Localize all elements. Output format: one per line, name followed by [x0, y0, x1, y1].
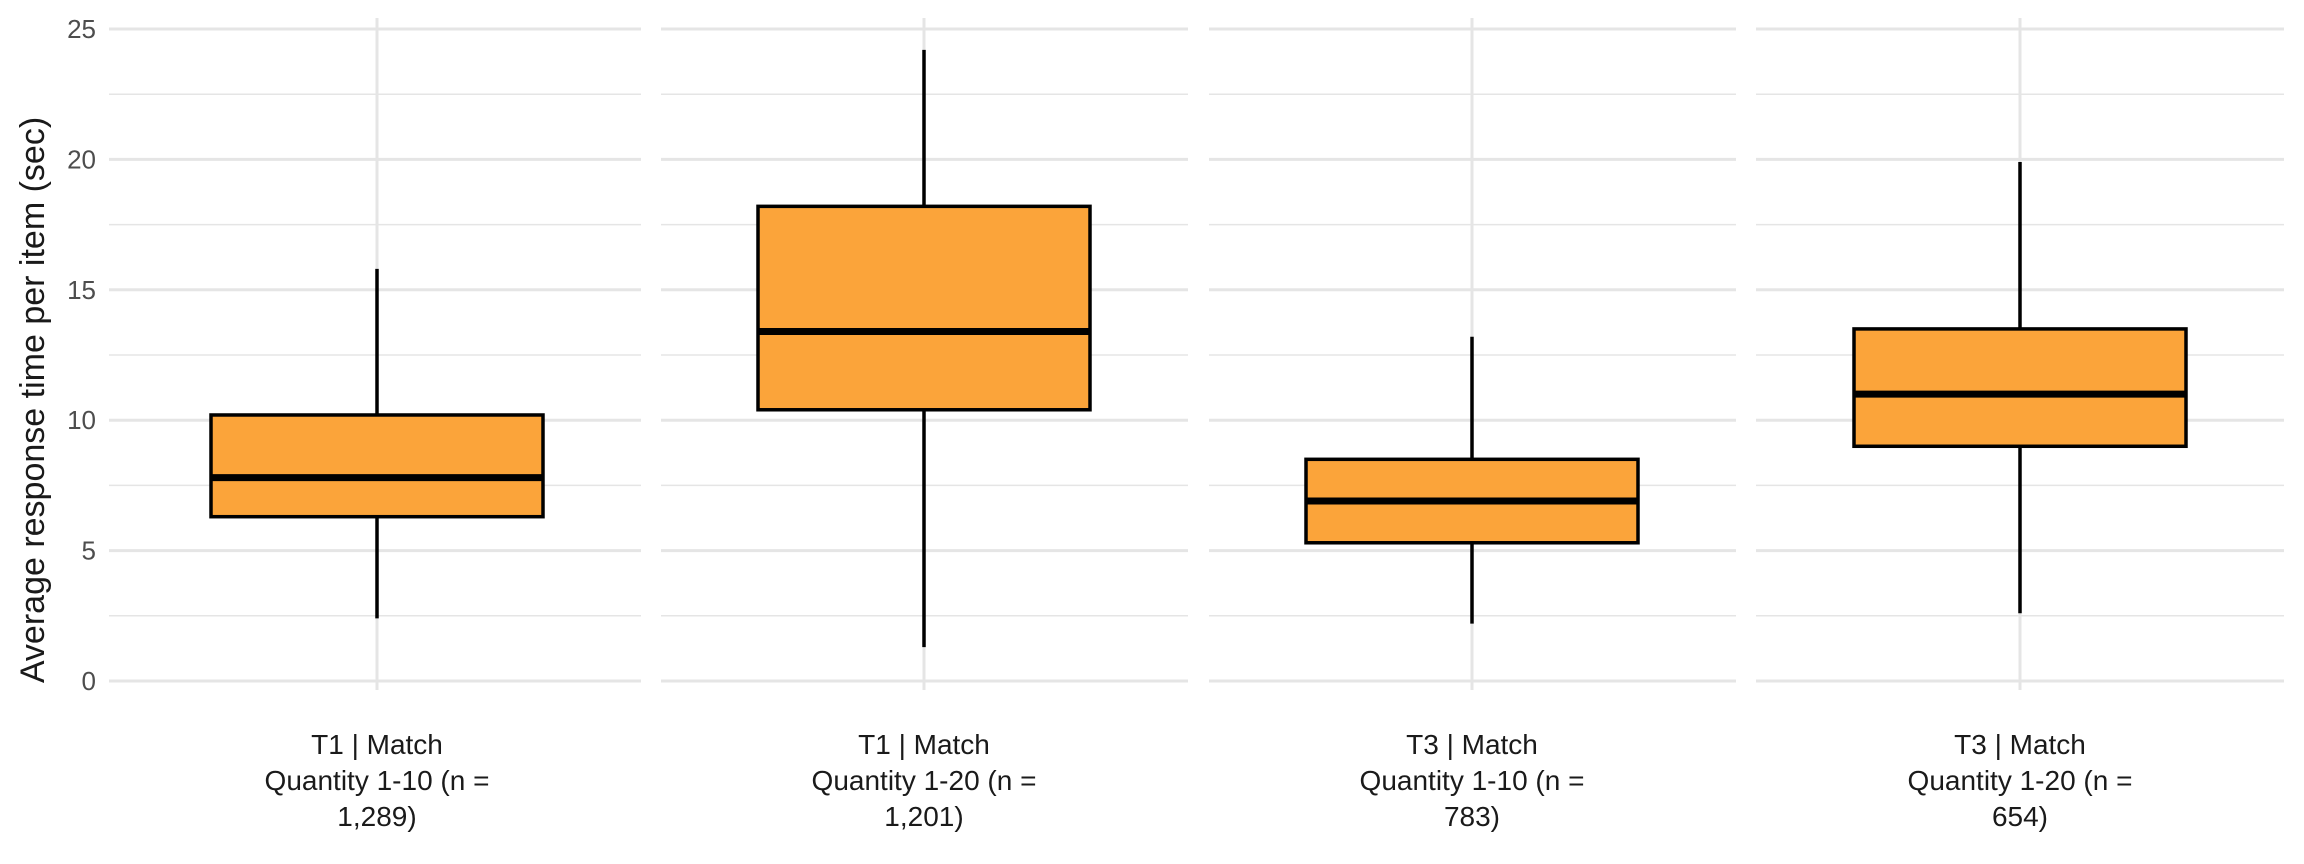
x-tick-label-line: Quantity 1-20 (n = [812, 765, 1037, 796]
boxes-layer [209, 49, 2188, 648]
box-group-3 [1304, 336, 1640, 624]
y-tick-labels: 0 5 10 15 20 25 [67, 14, 96, 696]
x-tick-label-3: T3 | Match Quantity 1-10 (n = 783) [1360, 729, 1585, 832]
x-tick-label-line: 783) [1444, 801, 1500, 832]
x-tick-label-4: T3 | Match Quantity 1-20 (n = 654) [1908, 729, 2133, 832]
y-tick-label: 5 [82, 536, 96, 566]
box-group-2 [756, 49, 1092, 648]
x-tick-label-line: Quantity 1-10 (n = [1360, 765, 1585, 796]
box-group-1 [209, 268, 545, 619]
x-tick-label-line: T3 | Match [1406, 729, 1538, 760]
x-tick-label-1: T1 | Match Quantity 1-10 (n = 1,289) [265, 729, 490, 832]
x-tick-label-line: 654) [1992, 801, 2048, 832]
x-tick-label-line: T3 | Match [1954, 729, 2086, 760]
x-tick-label-line: Quantity 1-20 (n = [1908, 765, 2133, 796]
x-tick-label-line: 1,289) [337, 801, 416, 832]
y-tick-label: 15 [67, 275, 96, 305]
y-tick-label: 0 [82, 666, 96, 696]
x-tick-label-line: Quantity 1-10 (n = [265, 765, 490, 796]
y-tick-label: 25 [67, 14, 96, 44]
x-tick-labels: T1 | Match Quantity 1-10 (n = 1,289)T1 | M… [265, 729, 2133, 832]
x-tick-label-line: T1 | Match [311, 729, 443, 760]
iqr-box [756, 204, 1092, 412]
y-axis-title: Average response time per item (sec) [14, 117, 52, 683]
y-tick-label: 10 [67, 405, 96, 435]
x-tick-label-line: T1 | Match [858, 729, 990, 760]
iqr-box [1852, 327, 2188, 449]
box-group-4 [1852, 162, 2188, 614]
x-tick-label-line: 1,201) [884, 801, 963, 832]
x-tick-label-2: T1 | Match Quantity 1-20 (n = 1,201) [812, 729, 1037, 832]
iqr-box [209, 413, 545, 519]
y-tick-label: 20 [67, 144, 96, 174]
